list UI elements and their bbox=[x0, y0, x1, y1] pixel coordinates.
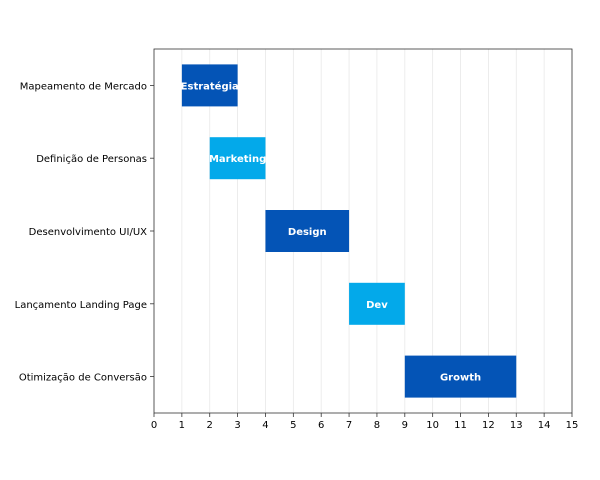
x-tick-label: 13 bbox=[510, 420, 523, 431]
y-tick-label: Mapeamento de Mercado bbox=[20, 81, 147, 92]
y-tick-label: Desenvolvimento UI/UX bbox=[29, 227, 147, 238]
bar-label: Dev bbox=[366, 300, 388, 311]
x-tick-label: 9 bbox=[402, 420, 408, 431]
plot-frame bbox=[153, 48, 573, 414]
x-tick-label: 6 bbox=[318, 420, 324, 431]
gantt-bar bbox=[265, 210, 350, 252]
gantt-chart: Estratégia Mapeamento de Mercado Marketing… bbox=[15, 48, 579, 431]
x-tick-label: 1 bbox=[179, 420, 185, 431]
bar-label: Design bbox=[288, 227, 327, 238]
bar-label: Growth bbox=[440, 373, 481, 384]
x-tick-label: 5 bbox=[290, 420, 296, 431]
x-tick-label: 10 bbox=[426, 420, 439, 431]
y-tick-label: Lançamento Landing Page bbox=[15, 300, 147, 311]
x-tick-label: 14 bbox=[538, 420, 551, 431]
gantt-bar bbox=[209, 137, 266, 180]
x-tick-label: 2 bbox=[207, 420, 213, 431]
y-tick-label: Otimização de Conversão bbox=[19, 373, 147, 384]
chart-container: Estratégia Mapeamento de Mercado Marketing… bbox=[15, 48, 579, 431]
x-tick-label: 11 bbox=[454, 420, 467, 431]
x-tick-label: 12 bbox=[482, 420, 495, 431]
x-tick-label: 8 bbox=[374, 420, 380, 431]
bar-label: Marketing bbox=[209, 154, 266, 165]
x-tick-label: 7 bbox=[346, 420, 352, 431]
gantt-bar bbox=[404, 355, 517, 398]
gantt-bar bbox=[349, 282, 405, 325]
y-tick-label: Definição de Personas bbox=[36, 154, 147, 165]
gantt-bar bbox=[181, 64, 238, 107]
x-tick-label: 0 bbox=[151, 420, 157, 431]
bar-label: Estratégia bbox=[181, 80, 239, 92]
x-tick-label: 3 bbox=[234, 420, 240, 431]
x-tick-label: 4 bbox=[262, 420, 268, 431]
x-tick-label: 15 bbox=[566, 420, 579, 431]
